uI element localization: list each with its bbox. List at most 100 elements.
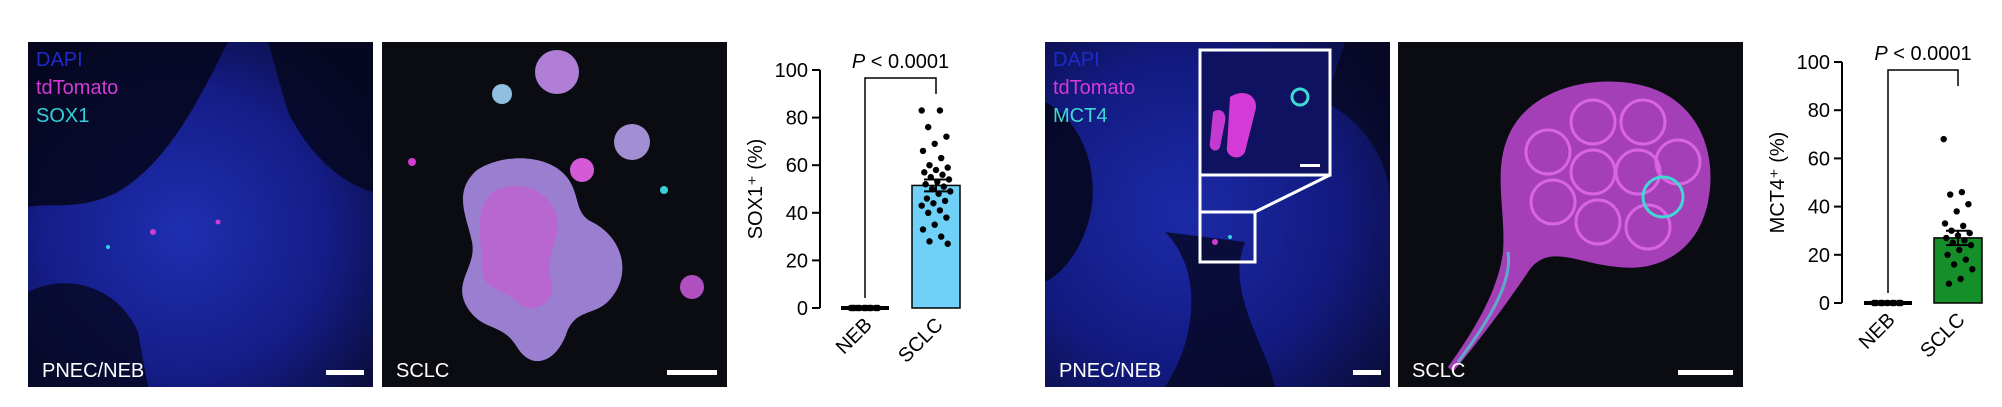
- data-point: [1897, 299, 1905, 307]
- data-point: [931, 140, 938, 147]
- data-point: [919, 147, 927, 155]
- legend-mct4: MCT4: [1053, 105, 1108, 127]
- data-point: [874, 304, 882, 312]
- y-tick-label: 80: [1808, 100, 1830, 122]
- data-point: [925, 123, 932, 131]
- sox1-bar-chart: 0 20 40 60 80 100 SOX1⁺ (%) NEB SCLC P < 0.0001: [745, 51, 961, 367]
- data-point: [1940, 135, 1947, 143]
- x-tick-label-sclc: SCLC: [894, 314, 947, 367]
- data-point: [928, 185, 936, 193]
- y-tick-label: 40: [1808, 197, 1830, 219]
- y-tick-label: 40: [786, 203, 808, 225]
- data-point: [1947, 191, 1954, 198]
- panel-label: SCLC: [396, 360, 450, 382]
- panel-label: PNEC/NEB: [42, 360, 145, 382]
- data-point: [1943, 234, 1950, 242]
- significance-bracket: [864, 77, 937, 298]
- p-value-annotation: P < 0.0001: [1874, 43, 1971, 65]
- micrograph-pnec-neb-mct4: DAPI tdTomato MCT4 PNEC/NEB: [1045, 42, 1390, 387]
- y-tick-label: 0: [1819, 293, 1830, 315]
- data-point: [931, 221, 938, 228]
- data-point: [930, 200, 937, 207]
- data-point: [1945, 280, 1953, 287]
- data-point: [1961, 237, 1968, 244]
- data-point: [1969, 266, 1976, 273]
- data-point: [1966, 229, 1973, 237]
- data-point: [940, 183, 947, 190]
- data-point: [925, 209, 932, 216]
- data-point: [918, 202, 925, 209]
- data-point: [1873, 299, 1880, 307]
- legend-dapi: DAPI: [1053, 49, 1100, 71]
- data-point: [1944, 251, 1951, 258]
- data-point: [938, 233, 945, 240]
- data-point: [927, 173, 934, 181]
- y-axis-label: MCT4⁺ (%): [1767, 132, 1789, 234]
- data-point: [938, 154, 945, 162]
- data-point: [1884, 299, 1892, 307]
- data-point: [926, 238, 933, 245]
- y-tick-label: 100: [775, 60, 808, 82]
- data-point: [944, 240, 951, 247]
- data-point: [1953, 208, 1960, 215]
- data-point: [863, 304, 870, 312]
- data-point: [918, 107, 925, 114]
- data-point: [1958, 188, 1966, 196]
- y-tick-label: 80: [786, 108, 808, 130]
- data-point: [936, 207, 944, 214]
- data-point: [856, 304, 863, 312]
- y-tick-label: 20: [786, 250, 808, 272]
- data-point: [1956, 246, 1963, 254]
- legend-tdtomato: tdTomato: [1053, 77, 1136, 99]
- p-value-annotation: P < 0.0001: [852, 51, 949, 73]
- significance-bracket: [1887, 69, 1959, 293]
- data-point: [1949, 239, 1956, 246]
- data-point: [1948, 227, 1955, 234]
- micrograph-sclc-mct4: SCLC: [1398, 42, 1743, 387]
- data-point: [868, 304, 875, 312]
- data-point: [934, 178, 941, 186]
- data-point: [932, 166, 940, 174]
- data-point: [1950, 261, 1958, 268]
- data-point: [922, 181, 929, 188]
- data-point: [926, 162, 933, 169]
- y-axis-label: SOX1⁺ (%): [745, 139, 767, 240]
- micrograph-sclc-sox1: SCLC: [382, 42, 727, 387]
- channel-legend: DAPI tdTomato SOX1: [36, 46, 118, 130]
- data-point: [1954, 232, 1962, 239]
- legend-tdtomato: tdTomato: [36, 77, 119, 99]
- data-point: [941, 197, 949, 205]
- y-tick-label: 20: [1808, 245, 1830, 267]
- x-tick-label-neb: NEB: [1855, 309, 1900, 354]
- x-tick-label-sclc: SCLC: [1916, 309, 1969, 362]
- y-tick-label: 0: [797, 298, 808, 320]
- data-point: [919, 226, 927, 233]
- scale-bar: [1353, 370, 1381, 375]
- channel-legend: DAPI tdTomato MCT4: [1053, 46, 1135, 130]
- scale-bar: [326, 370, 364, 375]
- scale-bar: [667, 370, 717, 375]
- data-point: [943, 214, 950, 221]
- panel-label: PNEC/NEB: [1059, 360, 1162, 382]
- y-tick-label: 60: [786, 155, 808, 177]
- bar-sclc: [911, 184, 961, 309]
- data-point: [939, 171, 946, 178]
- data-point: [923, 195, 931, 202]
- data-point: [1879, 299, 1886, 307]
- y-tick-label: 100: [1797, 52, 1830, 74]
- data-point: [945, 176, 953, 183]
- legend-sox1: SOX1: [36, 105, 90, 127]
- data-point: [944, 164, 951, 171]
- data-point: [1891, 299, 1898, 307]
- data-point: [1962, 256, 1969, 263]
- data-point: [1941, 220, 1949, 227]
- x-tick-label-neb: NEB: [832, 314, 877, 359]
- data-point: [936, 107, 944, 114]
- data-point: [1960, 222, 1967, 230]
- legend-dapi: DAPI: [36, 49, 83, 71]
- data-point: [943, 133, 950, 140]
- data-point: [851, 304, 858, 312]
- y-tick-label: 60: [1808, 148, 1830, 170]
- data-point: [1967, 241, 1975, 249]
- micrograph-pnec-neb-sox1: DAPI tdTomato SOX1 PNEC/NEB: [28, 42, 373, 387]
